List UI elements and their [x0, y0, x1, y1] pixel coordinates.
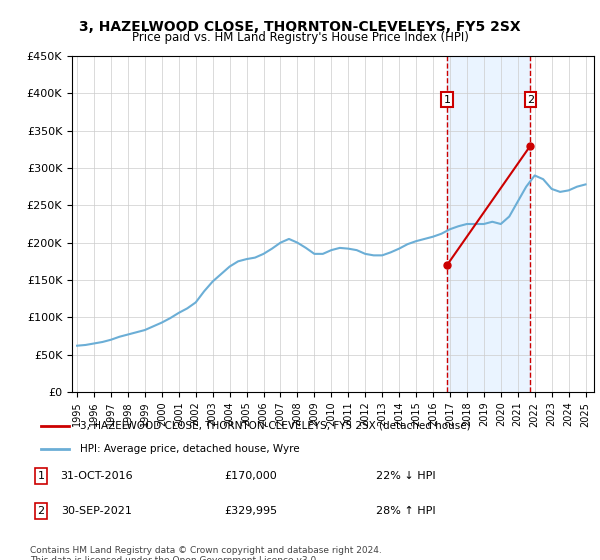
Text: 22% ↓ HPI: 22% ↓ HPI: [376, 471, 435, 481]
Text: 31-OCT-2016: 31-OCT-2016: [60, 471, 133, 481]
Bar: [447, 56, 530, 392]
Text: 2: 2: [37, 506, 44, 516]
Text: 1: 1: [38, 471, 44, 481]
Text: £329,995: £329,995: [224, 506, 277, 516]
Text: 28% ↑ HPI: 28% ↑ HPI: [376, 506, 435, 516]
Text: Price paid vs. HM Land Registry's House Price Index (HPI): Price paid vs. HM Land Registry's House …: [131, 31, 469, 44]
Text: 3, HAZELWOOD CLOSE, THORNTON-CLEVELEYS, FY5 2SX: 3, HAZELWOOD CLOSE, THORNTON-CLEVELEYS, …: [79, 20, 521, 34]
Text: 2: 2: [527, 95, 534, 105]
Text: Contains HM Land Registry data © Crown copyright and database right 2024.
This d: Contains HM Land Registry data © Crown c…: [30, 546, 382, 560]
Text: 30-SEP-2021: 30-SEP-2021: [61, 506, 131, 516]
Text: HPI: Average price, detached house, Wyre: HPI: Average price, detached house, Wyre: [80, 445, 299, 454]
Text: 3, HAZELWOOD CLOSE, THORNTON-CLEVELEYS, FY5 2SX (detached house): 3, HAZELWOOD CLOSE, THORNTON-CLEVELEYS, …: [80, 421, 470, 431]
Text: 1: 1: [443, 95, 451, 105]
Text: £170,000: £170,000: [224, 471, 277, 481]
